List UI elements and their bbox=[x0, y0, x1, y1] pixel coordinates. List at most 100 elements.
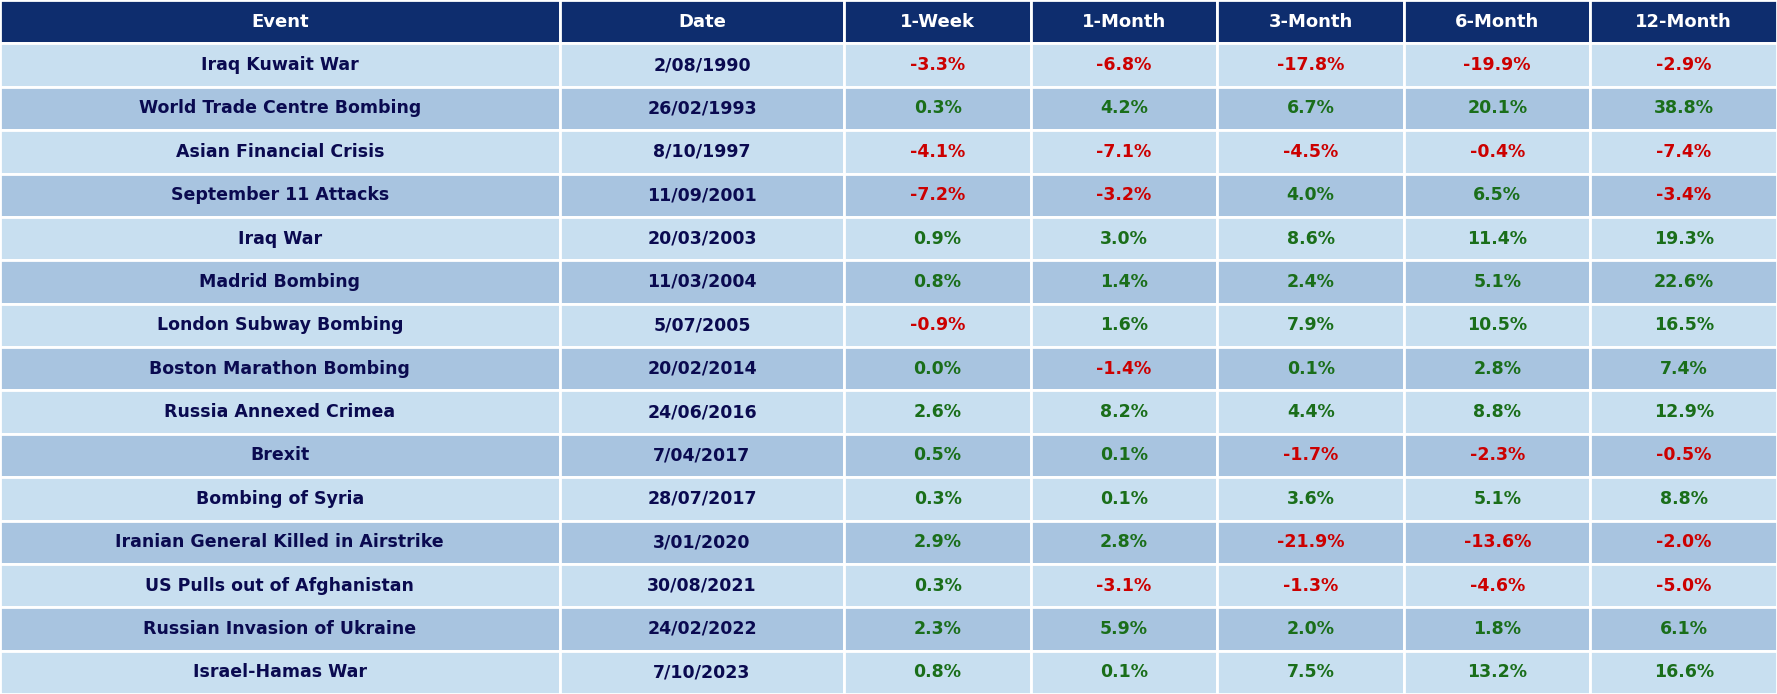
Text: 24/02/2022: 24/02/2022 bbox=[647, 620, 757, 638]
Bar bbox=[1031, 564, 1217, 607]
Bar bbox=[0, 564, 560, 607]
Bar bbox=[1404, 260, 1590, 304]
Bar bbox=[1590, 564, 1777, 607]
Bar bbox=[560, 651, 844, 694]
Text: 1.8%: 1.8% bbox=[1473, 620, 1521, 638]
Bar bbox=[1590, 347, 1777, 390]
Text: 12-Month: 12-Month bbox=[1635, 12, 1733, 31]
Text: -0.9%: -0.9% bbox=[910, 316, 965, 335]
Bar bbox=[560, 390, 844, 434]
Bar bbox=[0, 174, 560, 217]
Text: -7.1%: -7.1% bbox=[1096, 143, 1151, 161]
Text: -19.9%: -19.9% bbox=[1464, 56, 1532, 74]
Text: 2.0%: 2.0% bbox=[1287, 620, 1335, 638]
Bar bbox=[844, 477, 1031, 520]
Bar bbox=[1590, 520, 1777, 564]
Bar bbox=[560, 564, 844, 607]
Text: 5.1%: 5.1% bbox=[1473, 273, 1521, 291]
Text: 6.5%: 6.5% bbox=[1473, 186, 1521, 204]
Text: 16.5%: 16.5% bbox=[1654, 316, 1713, 335]
Bar bbox=[0, 260, 560, 304]
Bar bbox=[560, 304, 844, 347]
Text: -3.1%: -3.1% bbox=[1096, 577, 1151, 595]
Text: 0.9%: 0.9% bbox=[913, 230, 961, 248]
Bar bbox=[844, 520, 1031, 564]
Text: 11/03/2004: 11/03/2004 bbox=[647, 273, 757, 291]
Bar bbox=[1217, 87, 1404, 130]
Bar bbox=[1217, 564, 1404, 607]
Text: 26/02/1993: 26/02/1993 bbox=[647, 99, 757, 117]
Text: 0.3%: 0.3% bbox=[913, 99, 961, 117]
Bar bbox=[1590, 651, 1777, 694]
Text: Iranian General Killed in Airstrike: Iranian General Killed in Airstrike bbox=[116, 533, 444, 551]
Text: -0.4%: -0.4% bbox=[1470, 143, 1525, 161]
Bar bbox=[1590, 217, 1777, 260]
Text: -7.2%: -7.2% bbox=[910, 186, 965, 204]
Text: -1.4%: -1.4% bbox=[1096, 359, 1151, 378]
Bar bbox=[0, 44, 560, 87]
Text: US Pulls out of Afghanistan: US Pulls out of Afghanistan bbox=[146, 577, 414, 595]
Bar bbox=[0, 130, 560, 174]
Bar bbox=[1031, 130, 1217, 174]
Text: -1.3%: -1.3% bbox=[1283, 577, 1338, 595]
Text: 1-Month: 1-Month bbox=[1082, 12, 1166, 31]
Bar bbox=[844, 390, 1031, 434]
Bar bbox=[1031, 434, 1217, 477]
Bar bbox=[560, 87, 844, 130]
Text: 3.6%: 3.6% bbox=[1287, 490, 1335, 508]
Bar bbox=[0, 520, 560, 564]
Bar bbox=[1590, 260, 1777, 304]
Text: Israel-Hamas War: Israel-Hamas War bbox=[192, 663, 366, 682]
Text: -1.7%: -1.7% bbox=[1283, 446, 1338, 464]
Bar bbox=[1031, 44, 1217, 87]
Text: 20/03/2003: 20/03/2003 bbox=[647, 230, 757, 248]
Text: 0.1%: 0.1% bbox=[1100, 663, 1148, 682]
Bar bbox=[1590, 130, 1777, 174]
Text: 20/02/2014: 20/02/2014 bbox=[647, 359, 757, 378]
Bar bbox=[1031, 174, 1217, 217]
Bar bbox=[0, 434, 560, 477]
Bar bbox=[0, 87, 560, 130]
Text: 4.4%: 4.4% bbox=[1287, 403, 1335, 421]
Text: 5/07/2005: 5/07/2005 bbox=[654, 316, 750, 335]
Text: -2.0%: -2.0% bbox=[1656, 533, 1711, 551]
Text: -4.6%: -4.6% bbox=[1470, 577, 1525, 595]
Bar bbox=[844, 304, 1031, 347]
Bar bbox=[560, 520, 844, 564]
Bar bbox=[1404, 347, 1590, 390]
Text: -4.5%: -4.5% bbox=[1283, 143, 1338, 161]
Bar bbox=[1217, 0, 1404, 44]
Text: -21.9%: -21.9% bbox=[1278, 533, 1345, 551]
Text: 8.6%: 8.6% bbox=[1287, 230, 1335, 248]
Bar bbox=[1217, 434, 1404, 477]
Bar bbox=[1217, 44, 1404, 87]
Text: Asian Financial Crisis: Asian Financial Crisis bbox=[176, 143, 384, 161]
Bar bbox=[1031, 260, 1217, 304]
Bar bbox=[844, 0, 1031, 44]
Bar bbox=[1031, 607, 1217, 651]
Text: 7/04/2017: 7/04/2017 bbox=[654, 446, 750, 464]
Bar bbox=[1217, 607, 1404, 651]
Bar bbox=[1590, 0, 1777, 44]
Text: Iraq Kuwait War: Iraq Kuwait War bbox=[201, 56, 359, 74]
Text: 1-Week: 1-Week bbox=[901, 12, 976, 31]
Text: 3.0%: 3.0% bbox=[1100, 230, 1148, 248]
Bar bbox=[1404, 477, 1590, 520]
Bar bbox=[1031, 651, 1217, 694]
Bar bbox=[1590, 607, 1777, 651]
Text: 2.4%: 2.4% bbox=[1287, 273, 1335, 291]
Text: 30/08/2021: 30/08/2021 bbox=[647, 577, 757, 595]
Bar bbox=[844, 607, 1031, 651]
Bar bbox=[560, 217, 844, 260]
Text: London Subway Bombing: London Subway Bombing bbox=[156, 316, 403, 335]
Text: Event: Event bbox=[251, 12, 309, 31]
Text: 1.6%: 1.6% bbox=[1100, 316, 1148, 335]
Bar bbox=[1404, 304, 1590, 347]
Bar bbox=[1590, 44, 1777, 87]
Bar bbox=[0, 651, 560, 694]
Text: 3/01/2020: 3/01/2020 bbox=[654, 533, 750, 551]
Text: 5.9%: 5.9% bbox=[1100, 620, 1148, 638]
Text: -3.3%: -3.3% bbox=[910, 56, 965, 74]
Bar bbox=[1590, 304, 1777, 347]
Text: 7/10/2023: 7/10/2023 bbox=[654, 663, 750, 682]
